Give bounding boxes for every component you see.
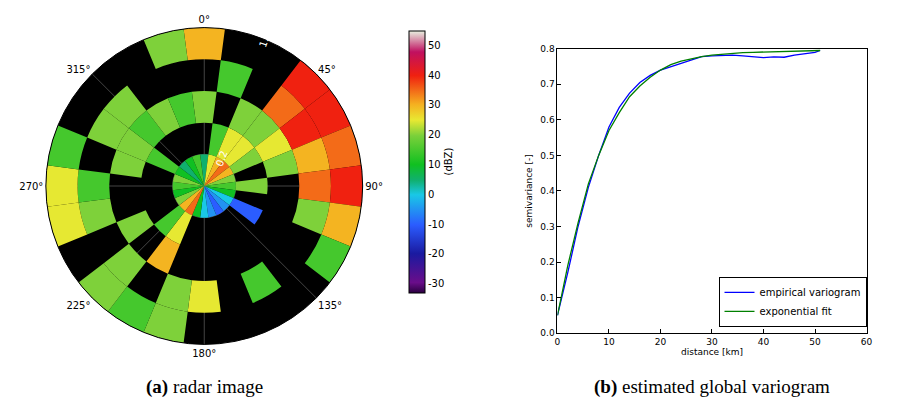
svg-text:20: 20 [428,129,441,140]
svg-text:30: 30 [428,99,441,110]
svg-text:exponential fit: exponential fit [760,306,832,317]
svg-text:0.8: 0.8 [540,44,555,54]
svg-text:45°: 45° [318,64,336,75]
svg-text:0.0: 0.0 [540,328,555,338]
svg-text:empirical variogram: empirical variogram [760,287,861,298]
svg-text:225°: 225° [66,300,90,311]
svg-text:0: 0 [428,189,434,200]
svg-text:40: 40 [428,70,441,81]
svg-text:0.5: 0.5 [540,151,554,161]
svg-text:40: 40 [758,337,770,347]
svg-text:1.0: 1.0 [257,30,273,49]
svg-text:0.2: 0.2 [540,257,554,267]
svg-text:(a) radar image: (a) radar image [146,376,263,398]
svg-text:180°: 180° [192,348,216,359]
svg-text:distance [km]: distance [km] [681,347,743,357]
svg-text:50: 50 [428,40,441,51]
svg-text:0.6: 0.6 [540,115,555,125]
svg-text:90°: 90° [365,181,383,192]
svg-text:60: 60 [861,337,873,347]
svg-text:20: 20 [655,337,667,347]
svg-text:-30: -30 [428,278,444,289]
svg-text:(dBZ): (dBZ) [443,148,454,176]
svg-text:10: 10 [603,337,615,347]
svg-text:0.2: 0.2 [214,149,230,168]
svg-text:0.4: 0.4 [540,186,555,196]
svg-text:semivariance [-]: semivariance [-] [524,154,534,227]
svg-text:50: 50 [809,337,821,347]
svg-text:0.1: 0.1 [540,293,554,303]
svg-text:-10: -10 [428,219,444,230]
svg-text:270°: 270° [19,181,43,192]
svg-text:-20: -20 [428,248,444,259]
svg-text:10: 10 [428,159,441,170]
svg-text:135°: 135° [318,300,342,311]
svg-text:0°: 0° [199,14,210,25]
svg-text:(b) estimated global variogram: (b) estimated global variogram [594,376,830,398]
svg-text:315°: 315° [66,64,90,75]
svg-text:0.3: 0.3 [540,222,554,232]
svg-text:0.7: 0.7 [540,79,554,89]
svg-text:30: 30 [706,337,718,347]
svg-text:0: 0 [555,337,561,347]
